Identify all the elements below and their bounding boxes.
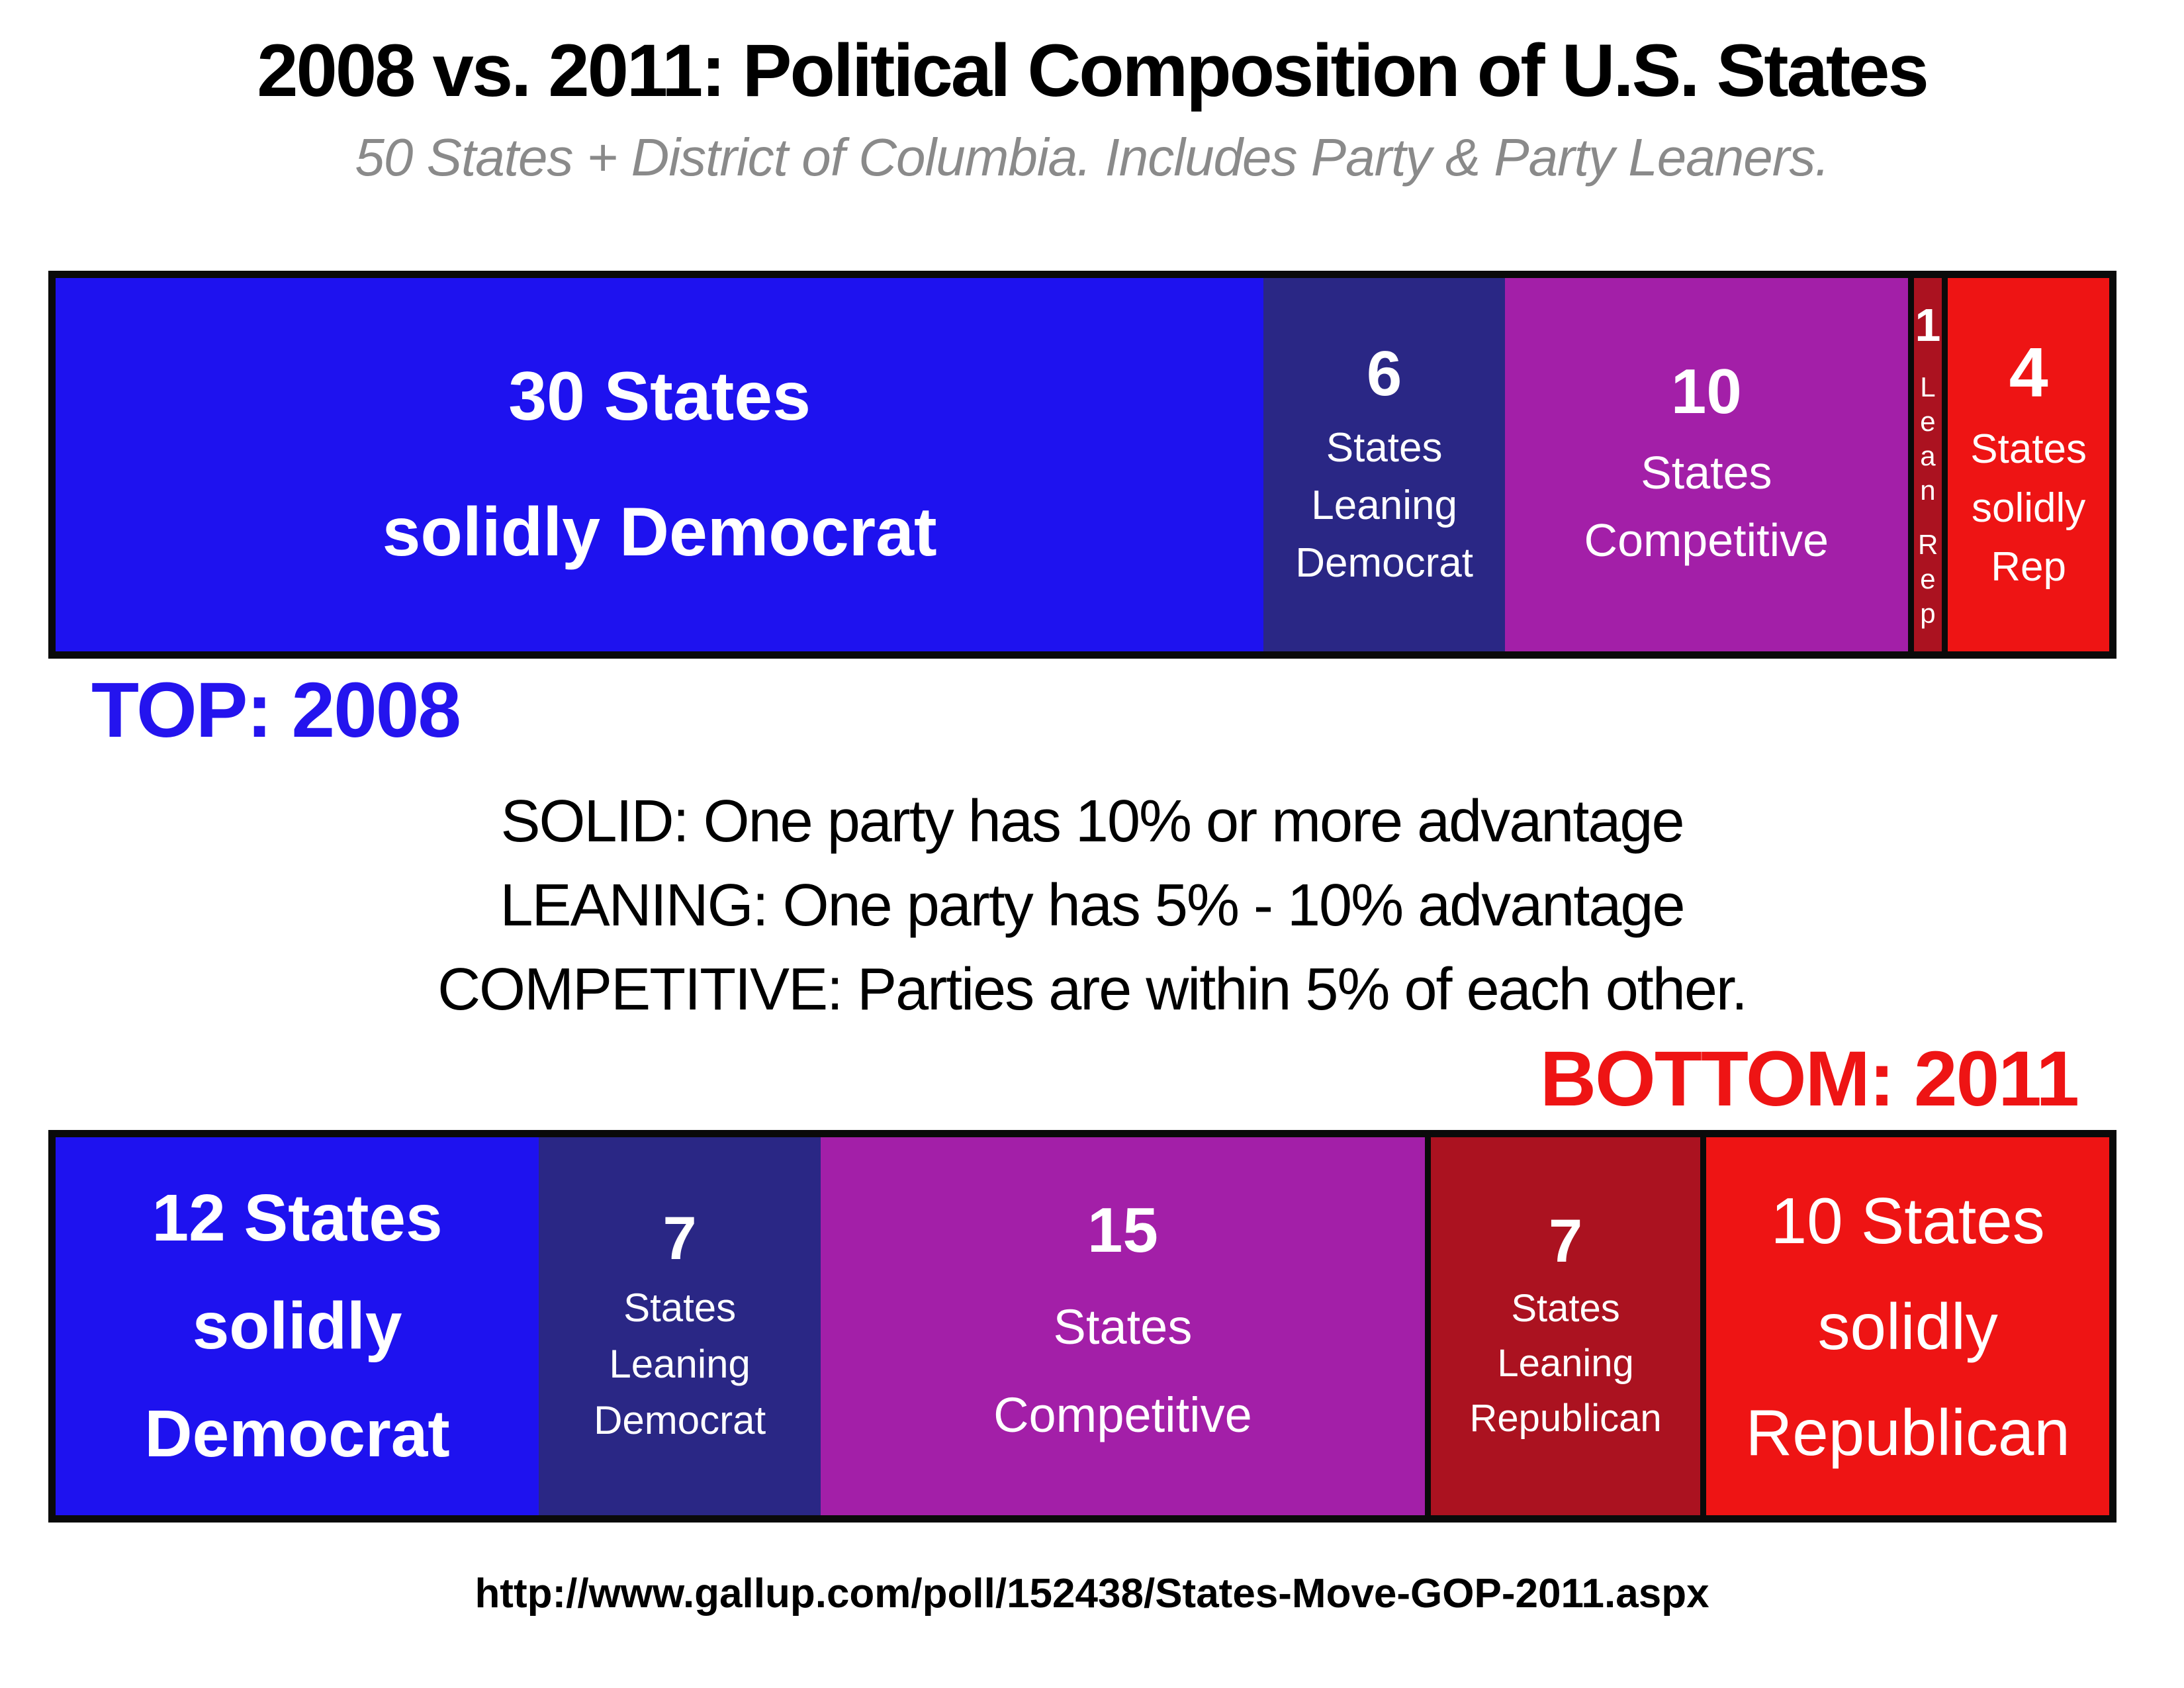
year-label-2011: BOTTOM: 2011 — [1539, 1035, 2079, 1123]
segment-label-line: Leaning — [609, 1342, 751, 1386]
definition-competitive: COMPETITIVE: Parties are within 5% of ea… — [437, 957, 1748, 1023]
segment-2008-solid-democrat: 30 States solidly Democrat — [56, 278, 1264, 651]
segment-count: 15 — [1087, 1194, 1158, 1266]
segment-label-line: Democrat — [144, 1397, 450, 1471]
segment-2011-solid-republican: 10 States solidly Republican — [1706, 1137, 2109, 1515]
segment-label-line: Leaning — [1497, 1342, 1634, 1385]
segment-2008-leaning-republican: 1 Lean Rep — [1907, 278, 1948, 651]
segment-label-line: Rep — [1991, 543, 2067, 590]
segment-label-line: solidly — [1972, 485, 2086, 531]
segment-label-line: Competitive — [993, 1387, 1252, 1442]
segment-label-line: States — [1641, 447, 1772, 498]
segment-label-line: States — [623, 1286, 737, 1330]
category-definitions: SOLID: One party has 10% or more advanta… — [0, 780, 2184, 1032]
segment-2011-solid-democrat: 12 States solidly Democrat — [56, 1137, 539, 1515]
segment-label-line: Competitive — [1584, 514, 1829, 566]
segment-label-line: 10 States — [1770, 1184, 2045, 1257]
composition-bar-2008: 30 States solidly Democrat 6 States Lean… — [48, 271, 2116, 659]
segment-label-line: States — [1053, 1299, 1193, 1354]
segment-vertical-word: Lean — [1920, 371, 1936, 506]
definition-solid: SOLID: One party has 10% or more advanta… — [500, 788, 1684, 855]
segment-label-line: States — [1970, 426, 2087, 472]
page-subtitle: 50 States + District of Columbia. Includ… — [355, 128, 1829, 187]
segment-count: 1 — [1915, 299, 1941, 351]
segment-label-line: 30 States — [508, 358, 811, 435]
page-title: 2008 vs. 2011: Political Composition of … — [257, 29, 1929, 112]
segment-label-line: Republican — [1745, 1395, 2070, 1469]
segment-2008-solid-republican: 4 States solidly Rep — [1948, 278, 2109, 651]
segment-2008-leaning-democrat: 6 States Leaning Democrat — [1263, 278, 1506, 651]
segment-2011-competitive: 15 States Competitive — [821, 1137, 1425, 1515]
segment-count: 4 — [2009, 333, 2048, 412]
segment-label-line: solidly — [192, 1289, 402, 1363]
segment-count: 10 — [1670, 356, 1742, 427]
year-label-2008: TOP: 2008 — [91, 667, 461, 754]
segment-label-line: States — [1326, 424, 1443, 471]
definition-leaning: LEANING: One party has 5% - 10% advantag… — [500, 872, 1685, 939]
segment-count: 7 — [662, 1205, 697, 1272]
segment-label-line: Republican — [1469, 1397, 1662, 1440]
segment-2008-competitive: 10 States Competitive — [1505, 278, 1908, 651]
segment-label-line: 12 States — [152, 1181, 443, 1255]
segment-label-line: Leaning — [1311, 482, 1457, 528]
segment-label-line: solidly — [1817, 1289, 1998, 1363]
segment-2011-leaning-republican: 7 States Leaning Republican — [1424, 1137, 1707, 1515]
segment-count: 6 — [1366, 338, 1402, 409]
composition-bar-2011: 12 States solidly Democrat 7 States Lean… — [48, 1130, 2116, 1523]
segment-label-line: Democrat — [594, 1398, 766, 1442]
segment-2011-leaning-democrat: 7 States Leaning Democrat — [539, 1137, 821, 1515]
segment-vertical-word: Rep — [1917, 529, 1938, 629]
segment-label-line: Democrat — [1295, 539, 1473, 586]
segment-label-line: States — [1511, 1287, 1620, 1330]
segment-label-line: solidly Democrat — [382, 494, 937, 571]
segment-count: 7 — [1549, 1207, 1583, 1275]
source-url: http://www.gallup.com/poll/152438/States… — [475, 1571, 1709, 1617]
